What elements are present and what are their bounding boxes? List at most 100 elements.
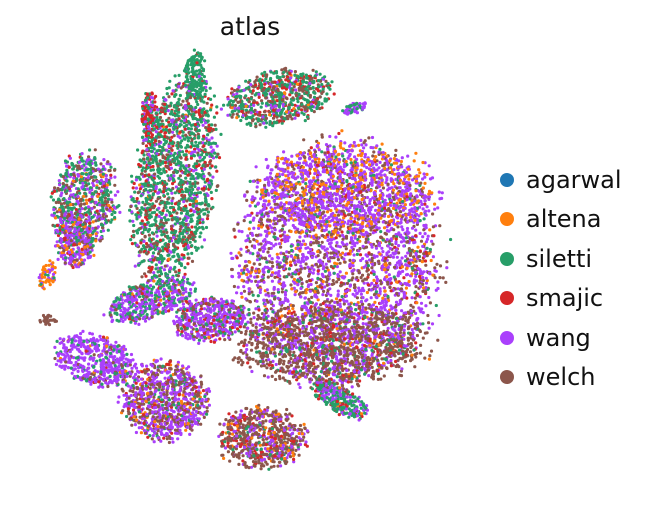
- scatter-point-wang: [264, 157, 268, 162]
- scatter-point-wang: [305, 256, 310, 260]
- scatter-point-welch: [338, 375, 342, 379]
- scatter-point-altena: [397, 198, 401, 202]
- scatter-point-wang: [405, 263, 409, 267]
- scatter-point-welch: [262, 364, 266, 368]
- scatter-point-welch: [243, 338, 247, 342]
- scatter-point-altena: [415, 301, 419, 305]
- scatter-point-welch: [356, 217, 360, 221]
- scatter-point-welch: [363, 277, 367, 281]
- scatter-point-welch: [287, 250, 291, 254]
- scatter-point-siletti: [351, 231, 355, 235]
- scatter-point-altena: [348, 226, 352, 230]
- scatter-point-altena: [347, 187, 351, 191]
- scatter-point-wang: [407, 181, 411, 185]
- scatter-point-welch: [397, 351, 401, 356]
- scatter-point-wang: [341, 233, 345, 237]
- scatter-point-wang: [420, 272, 424, 276]
- scatter-point-wang: [348, 206, 352, 210]
- scatter-point-altena: [423, 181, 427, 185]
- scatter-point-wang: [271, 195, 275, 199]
- scatter-point-wang: [418, 295, 422, 299]
- scatter-point-wang: [389, 254, 393, 258]
- scatter-point-altena: [395, 201, 399, 205]
- scatter-point-altena: [344, 160, 348, 164]
- scatter-point-wang: [362, 265, 366, 269]
- scatter-point-wang: [389, 304, 393, 308]
- scatter-point-wang: [277, 242, 282, 246]
- scatter-point-wang: [328, 144, 332, 148]
- scatter-point-wang: [408, 258, 412, 262]
- scatter-point-siletti: [273, 235, 277, 239]
- scatter-point-altena: [257, 224, 261, 228]
- scatter-point-altena: [325, 170, 329, 174]
- scatter-point-wang: [236, 285, 240, 289]
- scatter-point-wang: [260, 275, 264, 279]
- scatter-point-wang: [348, 152, 352, 156]
- scatter-point-welch: [380, 357, 384, 361]
- scatter-point-welch: [344, 247, 348, 251]
- scatter-point-wang: [258, 323, 262, 327]
- scatter-point-wang: [312, 153, 316, 157]
- scatter-point-wang: [378, 287, 382, 291]
- scatter-point-altena: [254, 269, 258, 273]
- scatter-point-altena: [365, 224, 369, 228]
- scatter-point-wang: [385, 176, 389, 180]
- scatter-point-smajic: [346, 380, 350, 384]
- scatter-point-wang: [230, 274, 234, 278]
- scatter-point-welch: [393, 287, 397, 291]
- scatter-point-wang: [243, 193, 247, 197]
- scatter-point-welch: [433, 276, 437, 280]
- scatter-point-wang: [421, 177, 425, 181]
- scatter-point-wang: [276, 237, 280, 241]
- scatter-point-wang: [360, 208, 364, 212]
- scatter-point-wang: [328, 134, 332, 139]
- scatter-point-wang: [266, 375, 270, 379]
- scatter-point-wang: [349, 307, 353, 311]
- scatter-point-wang: [392, 252, 396, 256]
- scatter-point-wang: [349, 238, 353, 242]
- scatter-point-smajic: [250, 211, 254, 215]
- scatter-point-altena: [364, 160, 368, 164]
- scatter-point-wang: [385, 251, 389, 255]
- scatter-point-wang: [329, 191, 333, 195]
- scatter-point-welch: [403, 359, 407, 364]
- scatter-point-welch: [322, 289, 326, 293]
- scatter-point-welch: [250, 268, 254, 272]
- scatter-point-welch: [353, 325, 357, 329]
- scatter-point-welch: [318, 284, 322, 288]
- scatter-point-wang: [423, 199, 427, 203]
- scatter-point-wang: [336, 294, 340, 298]
- scatter-point-wang: [330, 186, 335, 190]
- scatter-point-welch: [388, 285, 392, 289]
- scatter-point-wang: [361, 362, 365, 366]
- scatter-point-welch: [249, 348, 254, 352]
- scatter-point-welch: [366, 214, 370, 218]
- scatter-point-wang: [290, 175, 294, 179]
- scatter-point-welch: [311, 369, 315, 373]
- scatter-point-wang: [352, 140, 356, 145]
- scatter-point-welch: [281, 224, 285, 228]
- scatter-point-welch: [266, 300, 270, 304]
- scatter-point-smajic: [297, 272, 301, 276]
- scatter-point-wang: [396, 165, 400, 169]
- scatter-point-welch: [374, 186, 379, 190]
- scatter-point-wang: [424, 304, 428, 308]
- scatter-point-welch: [254, 233, 258, 237]
- scatter-point-welch: [338, 362, 342, 366]
- scatter-point-welch: [287, 338, 291, 342]
- scatter-point-welch: [399, 210, 403, 214]
- scatter-point-siletti: [265, 260, 269, 264]
- scatter-point-wang: [289, 254, 293, 258]
- scatter-point-wang: [392, 168, 396, 172]
- scatter-point-wang: [422, 172, 426, 176]
- scatter-point-welch: [248, 329, 253, 334]
- scatter-point-wang: [407, 283, 411, 287]
- scatter-point-welch: [425, 331, 429, 335]
- scatter-point-wang: [417, 306, 421, 310]
- scatter-point-wang: [299, 286, 303, 291]
- scatter-point-wang: [307, 250, 311, 255]
- scatter-point-wang: [434, 288, 438, 292]
- scatter-point-wang: [357, 286, 361, 290]
- scatter-point-welch: [348, 258, 352, 262]
- scatter-point-welch: [379, 377, 383, 381]
